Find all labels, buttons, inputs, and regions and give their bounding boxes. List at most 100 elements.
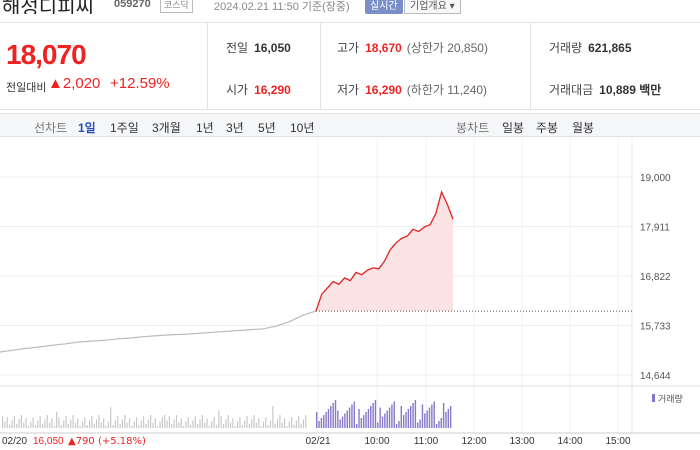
tab-period-1d[interactable]: 1일 <box>78 121 96 135</box>
volume-bar <box>360 418 363 428</box>
x-tick-label: 15:00 <box>605 436 630 447</box>
volume-bar <box>232 418 234 428</box>
y-tick-label: 17,911 <box>640 223 670 234</box>
today-price-line <box>315 190 454 312</box>
volume-bar <box>84 417 86 428</box>
y-tick-label: 16,822 <box>640 272 671 283</box>
volume-bar <box>154 418 156 428</box>
footer-prev-change: ▲790 (+5.18%) <box>68 436 146 447</box>
volume-bar <box>320 418 323 428</box>
volume-bar <box>27 426 30 428</box>
volume-bar <box>65 416 67 428</box>
volume-bar <box>81 421 84 428</box>
volume-bar <box>114 420 116 428</box>
volume-bar <box>56 411 58 428</box>
volume-bar <box>58 417 60 428</box>
summary-divider <box>320 23 321 109</box>
volume-bar <box>4 421 6 428</box>
tab-period-5y[interactable]: 5년 <box>258 121 276 135</box>
volume-bar <box>185 421 187 428</box>
stock-header: 해성디피씨 059270 코스닥 2024.02.21 11:50 기준(장중)… <box>0 0 700 14</box>
volume-bar <box>267 424 269 428</box>
volume-bar <box>293 424 295 428</box>
candle-chart-label: 봉차트 <box>456 121 490 135</box>
amount-label: 거래대금 <box>549 83 594 97</box>
volume-bar <box>37 420 39 428</box>
tab-period-1w[interactable]: 1주일 <box>110 121 139 135</box>
price-box: 18,070 전일대비 ▲2,020 +12.59% <box>0 23 208 109</box>
volume-bar <box>161 417 163 428</box>
lower-limit: (하한가 11,240) <box>406 83 488 97</box>
volume-bar <box>124 415 126 428</box>
volume-bar <box>46 415 48 428</box>
prev-close-label: 전일 <box>226 41 249 55</box>
volume-bar <box>9 424 11 428</box>
volume-bar <box>269 420 272 428</box>
volume-bar <box>381 416 384 428</box>
volume-bar <box>67 423 69 428</box>
volume-bar <box>414 400 417 428</box>
volume-bar <box>433 401 435 428</box>
volume-bar <box>377 422 379 428</box>
volume-bar <box>237 421 239 428</box>
tab-period-3y[interactable]: 3년 <box>226 121 244 135</box>
volume-bar <box>112 424 114 428</box>
volume-bar <box>302 419 304 428</box>
volume-bar <box>255 422 257 428</box>
volume-bar <box>178 422 180 428</box>
tab-candle-weekly[interactable]: 주봉 <box>536 121 559 135</box>
volume-bar <box>74 422 77 428</box>
volume-bar <box>225 419 227 428</box>
quote-summary: 18,070 전일대비 ▲2,020 +12.59% 전일 16,050 시가 16… <box>0 22 700 110</box>
volume-bar <box>248 423 250 428</box>
volume-bar <box>91 416 93 428</box>
high-cell: 고가 18,670 (상한가 20,850) <box>337 39 488 56</box>
volume-bar <box>384 413 386 428</box>
realtime-button[interactable]: 실시간 <box>365 0 403 14</box>
volume-bar <box>445 412 447 428</box>
volume-bar <box>119 423 121 428</box>
volume-bar <box>98 415 100 428</box>
volume-bar <box>246 416 248 428</box>
volume-bar <box>298 416 300 428</box>
x-tick-label: 14:00 <box>557 436 582 447</box>
volume-bar <box>316 412 318 428</box>
volume-bar <box>41 423 44 428</box>
stock-name: 해성디피씨 <box>2 0 94 14</box>
volume-bar <box>330 406 332 428</box>
company-info-button[interactable]: 기업개요 ▾ <box>404 0 461 14</box>
tab-period-1y[interactable]: 1년 <box>196 121 214 135</box>
volume-bar <box>168 416 171 428</box>
tab-candle-monthly[interactable]: 월봉 <box>572 121 595 135</box>
volume-bar <box>145 423 147 428</box>
tab-candle-daily[interactable]: 일봉 <box>502 121 525 135</box>
volume-bar <box>199 419 201 428</box>
volume-bar <box>431 404 433 428</box>
open-label: 시가 <box>226 83 249 97</box>
x-tick-label: 13:00 <box>509 436 534 447</box>
volume-bar <box>131 426 133 428</box>
volume-bar <box>241 424 243 428</box>
volume-bar <box>164 414 166 428</box>
y-tick-label: 14,644 <box>640 371 671 382</box>
volume-bar <box>334 400 337 428</box>
volume-bar <box>133 421 135 428</box>
volume-bar <box>327 409 330 428</box>
volume-bar <box>410 406 412 428</box>
volume-bar <box>107 421 109 428</box>
volume-bar <box>44 419 46 428</box>
volume-bar <box>103 418 105 428</box>
tab-period-10y[interactable]: 10년 <box>290 121 315 135</box>
volume-bar <box>100 422 102 428</box>
volume-bar <box>344 413 346 428</box>
y-tick-label: 15,733 <box>640 322 671 333</box>
volume-bar <box>265 417 267 428</box>
volume-bar <box>206 418 208 428</box>
volume-bar <box>251 419 253 428</box>
tab-period-3m[interactable]: 3개월 <box>152 121 181 135</box>
volume-legend-label: 거래량 <box>658 393 683 405</box>
volume-bar <box>86 424 88 428</box>
volume-bar <box>379 407 381 428</box>
volume-bar <box>96 419 98 428</box>
volume-bar <box>105 426 107 428</box>
